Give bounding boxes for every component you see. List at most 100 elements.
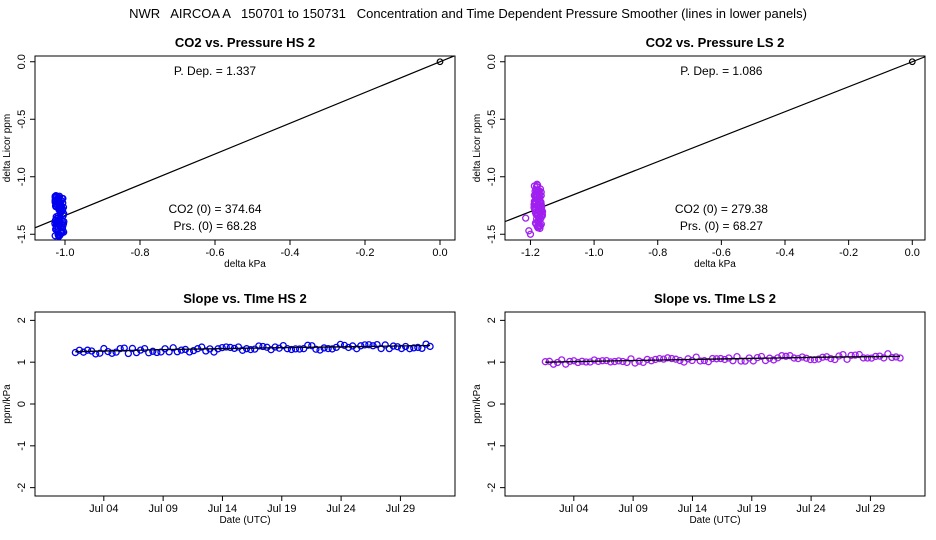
data-point — [839, 350, 847, 359]
data-point — [202, 347, 210, 355]
x-tick-label: -0.2 — [839, 247, 858, 259]
y-axis-label: delta Licor ppm — [2, 114, 13, 182]
data-point — [867, 354, 876, 362]
y-tick-label: 1 — [16, 359, 28, 365]
data-point — [295, 345, 304, 353]
plot-frame — [34, 311, 456, 497]
data-point — [344, 343, 353, 352]
annotation-co2: CO2 (0) = 279.38 — [675, 202, 768, 216]
annotation-label: P. Dep. = — [174, 64, 226, 78]
y-tick-label: 2 — [486, 317, 498, 323]
data-point — [757, 352, 766, 361]
x-tick-label: Jul 09 — [618, 503, 647, 515]
data-point — [557, 356, 566, 364]
y-tick-label: 0 — [486, 401, 498, 407]
data-point — [271, 343, 279, 351]
data-point — [533, 192, 541, 200]
data-point — [619, 357, 627, 366]
data-point — [177, 346, 186, 354]
data-point — [340, 341, 349, 350]
p1-panel: CO2 vs. Pressure HS 2 -1.0 -0.8 -0.6 -0.4 -0.… — [2, 35, 456, 270]
x-tick-label: -0.4 — [776, 247, 795, 259]
data-point — [664, 354, 672, 362]
x-tick-label: Jul 19 — [737, 503, 766, 515]
y-tick-label: -0.5 — [16, 110, 28, 129]
data-point — [259, 342, 267, 351]
data-point — [525, 227, 533, 235]
reference-point — [908, 58, 916, 66]
y-tick-label: -1 — [16, 441, 28, 451]
fit-line — [35, 56, 455, 229]
data-point — [324, 344, 332, 353]
x-axis-label: delta kPa — [694, 259, 736, 270]
x-axis-label: delta kPa — [224, 259, 266, 270]
data-point — [606, 358, 615, 366]
y-tick-label: -2 — [16, 483, 28, 493]
data-point — [532, 215, 541, 223]
y-tick-label: -1.0 — [486, 167, 498, 186]
data-point — [238, 346, 247, 354]
data-point — [863, 354, 872, 362]
data-point — [574, 358, 582, 367]
y-axis-label: delta Licor ppm — [472, 114, 483, 182]
x-tick-label: Jul 29 — [856, 503, 885, 515]
x-tick-label: Jul 04 — [89, 503, 118, 515]
data-point — [835, 352, 843, 360]
annotation-label: Prs. (0) = — [173, 219, 226, 233]
x-tick-label: -1.0 — [56, 247, 75, 259]
chart-title: CO2 vs. Pressure LS 2 — [646, 35, 785, 50]
data-layer — [71, 340, 434, 358]
y-tick-label: 1 — [486, 359, 498, 365]
data-point — [770, 356, 778, 364]
data-point — [51, 219, 59, 227]
data-point — [549, 360, 558, 368]
data-point — [659, 355, 668, 363]
data-point — [377, 344, 385, 353]
x-tick-label: Jul 24 — [796, 503, 825, 515]
data-point — [627, 355, 635, 363]
data-point — [692, 353, 700, 361]
data-point — [794, 354, 802, 363]
data-point — [526, 230, 535, 238]
figure-title: NWR AIRCOA A 150701 to 150731 Concentrat… — [129, 6, 807, 21]
data-point — [312, 345, 320, 353]
annotation-pdep: P. Dep. = 1.337 — [174, 64, 257, 78]
annotation-value: 374.64 — [225, 202, 262, 216]
data-point — [537, 201, 545, 209]
data-point — [537, 220, 545, 228]
y-tick-label: -1 — [486, 441, 498, 451]
data-point — [320, 344, 328, 352]
x-tick-label: Jul 14 — [208, 503, 237, 515]
data-point — [538, 207, 547, 216]
data-layer — [505, 56, 925, 238]
plot-frame — [504, 55, 926, 241]
data-point — [806, 355, 815, 364]
chart-title: Slope vs. TIme HS 2 — [183, 291, 307, 306]
x-tick-label: 0.0 — [432, 247, 447, 259]
annotation-co2: CO2 (0) = 374.64 — [168, 202, 261, 216]
data-point — [75, 346, 84, 354]
data-point — [328, 345, 336, 353]
y-tick-label: 0.0 — [16, 54, 28, 69]
data-point — [357, 342, 365, 350]
data-point — [733, 352, 741, 361]
y-tick-label: -2 — [486, 483, 498, 493]
y-tick-label: 2 — [16, 317, 28, 323]
data-point — [570, 357, 578, 365]
data-point — [880, 354, 888, 362]
smoother-line — [75, 344, 431, 353]
data-point — [255, 342, 263, 350]
x-tick-label: Jul 29 — [386, 503, 415, 515]
data-point — [814, 355, 823, 363]
data-point — [536, 185, 545, 193]
x-tick-label: Jul 14 — [678, 503, 707, 515]
data-point — [611, 357, 619, 366]
x-tick-label: -1.0 — [585, 247, 604, 259]
data-point — [888, 353, 896, 362]
x-tick-label: Jul 24 — [326, 503, 355, 515]
chart-title: Slope vs. TIme LS 2 — [654, 291, 776, 306]
x-axis-label: Date (UTC) — [219, 515, 270, 526]
plot-frame — [34, 55, 456, 241]
data-point — [655, 354, 664, 363]
y-axis-label: ppm/kPa — [472, 384, 483, 424]
